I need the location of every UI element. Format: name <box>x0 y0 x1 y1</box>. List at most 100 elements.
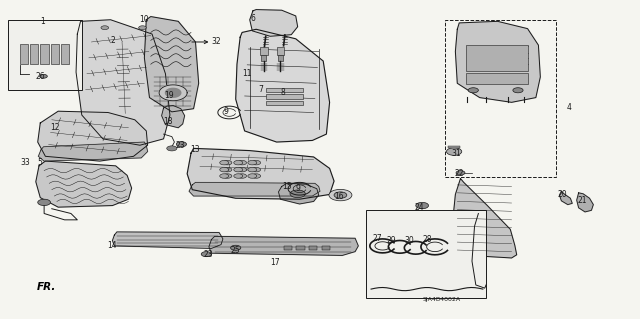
Circle shape <box>290 190 305 197</box>
Text: 17: 17 <box>271 258 280 267</box>
Circle shape <box>176 142 186 147</box>
Circle shape <box>167 146 177 151</box>
Circle shape <box>230 245 241 250</box>
Polygon shape <box>76 20 170 145</box>
Circle shape <box>234 174 243 178</box>
Circle shape <box>220 167 228 172</box>
Circle shape <box>252 174 260 178</box>
Bar <box>276 48 284 55</box>
Circle shape <box>513 88 523 93</box>
Circle shape <box>456 171 465 175</box>
Circle shape <box>40 74 47 78</box>
Text: 15: 15 <box>282 182 292 191</box>
Circle shape <box>223 174 232 178</box>
Circle shape <box>234 167 243 172</box>
Circle shape <box>252 160 260 165</box>
Text: SJA4B4002A: SJA4B4002A <box>422 297 460 302</box>
Circle shape <box>248 160 257 165</box>
Polygon shape <box>189 182 320 196</box>
Circle shape <box>248 167 257 172</box>
Text: 27: 27 <box>372 234 382 243</box>
Text: 23: 23 <box>204 250 213 259</box>
Text: 19: 19 <box>164 92 173 100</box>
Text: 23: 23 <box>176 141 186 150</box>
Polygon shape <box>187 148 334 199</box>
Text: 18: 18 <box>163 117 173 126</box>
Text: 8: 8 <box>280 88 285 97</box>
Bar <box>448 146 461 148</box>
Bar <box>284 246 292 250</box>
Text: 20: 20 <box>558 190 568 199</box>
Circle shape <box>237 167 246 172</box>
Polygon shape <box>250 10 298 36</box>
Text: 1: 1 <box>40 17 45 26</box>
Polygon shape <box>162 106 184 128</box>
Circle shape <box>220 174 228 178</box>
Text: 26: 26 <box>35 72 45 81</box>
Polygon shape <box>166 88 180 97</box>
Text: 9: 9 <box>295 184 300 193</box>
Circle shape <box>416 202 429 209</box>
Text: 31: 31 <box>452 149 461 158</box>
Polygon shape <box>236 29 330 142</box>
Text: 32: 32 <box>212 38 221 47</box>
Bar <box>260 48 268 55</box>
Circle shape <box>223 160 232 165</box>
Text: 6: 6 <box>250 14 255 23</box>
Bar <box>322 246 330 250</box>
Polygon shape <box>113 232 223 249</box>
Circle shape <box>220 160 228 165</box>
Text: 21: 21 <box>577 196 587 205</box>
Text: 30: 30 <box>404 236 414 245</box>
Circle shape <box>447 148 462 155</box>
Text: 7: 7 <box>259 85 264 94</box>
Polygon shape <box>38 142 148 161</box>
Circle shape <box>201 252 211 257</box>
Text: 25: 25 <box>230 246 240 255</box>
Text: 9: 9 <box>223 108 228 116</box>
Polygon shape <box>209 236 358 256</box>
Bar <box>266 88 303 92</box>
Circle shape <box>329 189 352 201</box>
Circle shape <box>101 26 109 30</box>
Circle shape <box>468 88 478 93</box>
Circle shape <box>234 160 243 165</box>
Bar <box>30 44 38 64</box>
Polygon shape <box>38 111 148 161</box>
Bar <box>20 44 28 64</box>
Polygon shape <box>145 17 198 112</box>
Circle shape <box>223 167 232 172</box>
Circle shape <box>252 167 260 172</box>
Polygon shape <box>453 179 516 258</box>
Text: 24: 24 <box>414 203 424 211</box>
Text: 33: 33 <box>20 158 30 167</box>
Circle shape <box>237 160 246 165</box>
Bar <box>266 101 303 105</box>
Text: 10: 10 <box>140 15 149 24</box>
Polygon shape <box>559 191 572 204</box>
Polygon shape <box>456 21 540 102</box>
Polygon shape <box>577 193 593 212</box>
Text: 5: 5 <box>38 158 43 167</box>
Bar <box>445 20 556 177</box>
Circle shape <box>139 26 147 30</box>
Text: 11: 11 <box>243 69 252 78</box>
Bar <box>266 94 303 99</box>
Text: 12: 12 <box>50 123 60 132</box>
Text: 22: 22 <box>454 169 464 178</box>
Bar <box>296 246 305 250</box>
Text: 2: 2 <box>110 36 115 45</box>
Circle shape <box>237 174 246 178</box>
Bar <box>61 44 69 64</box>
Bar <box>466 45 528 70</box>
Bar <box>466 73 528 84</box>
Bar <box>366 210 486 298</box>
Text: 28: 28 <box>422 235 432 244</box>
Text: 29: 29 <box>387 236 396 245</box>
Polygon shape <box>159 85 187 101</box>
Circle shape <box>248 174 257 178</box>
Bar <box>261 55 266 61</box>
Circle shape <box>334 192 347 198</box>
Text: 13: 13 <box>191 145 200 154</box>
Bar <box>8 20 82 90</box>
